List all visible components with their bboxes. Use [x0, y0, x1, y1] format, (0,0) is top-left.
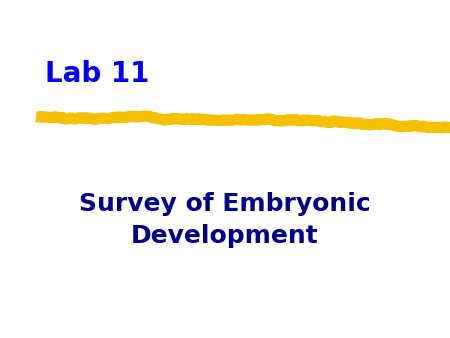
- Text: Lab 11: Lab 11: [45, 61, 149, 88]
- Text: Survey of Embryonic
Development: Survey of Embryonic Development: [79, 192, 371, 247]
